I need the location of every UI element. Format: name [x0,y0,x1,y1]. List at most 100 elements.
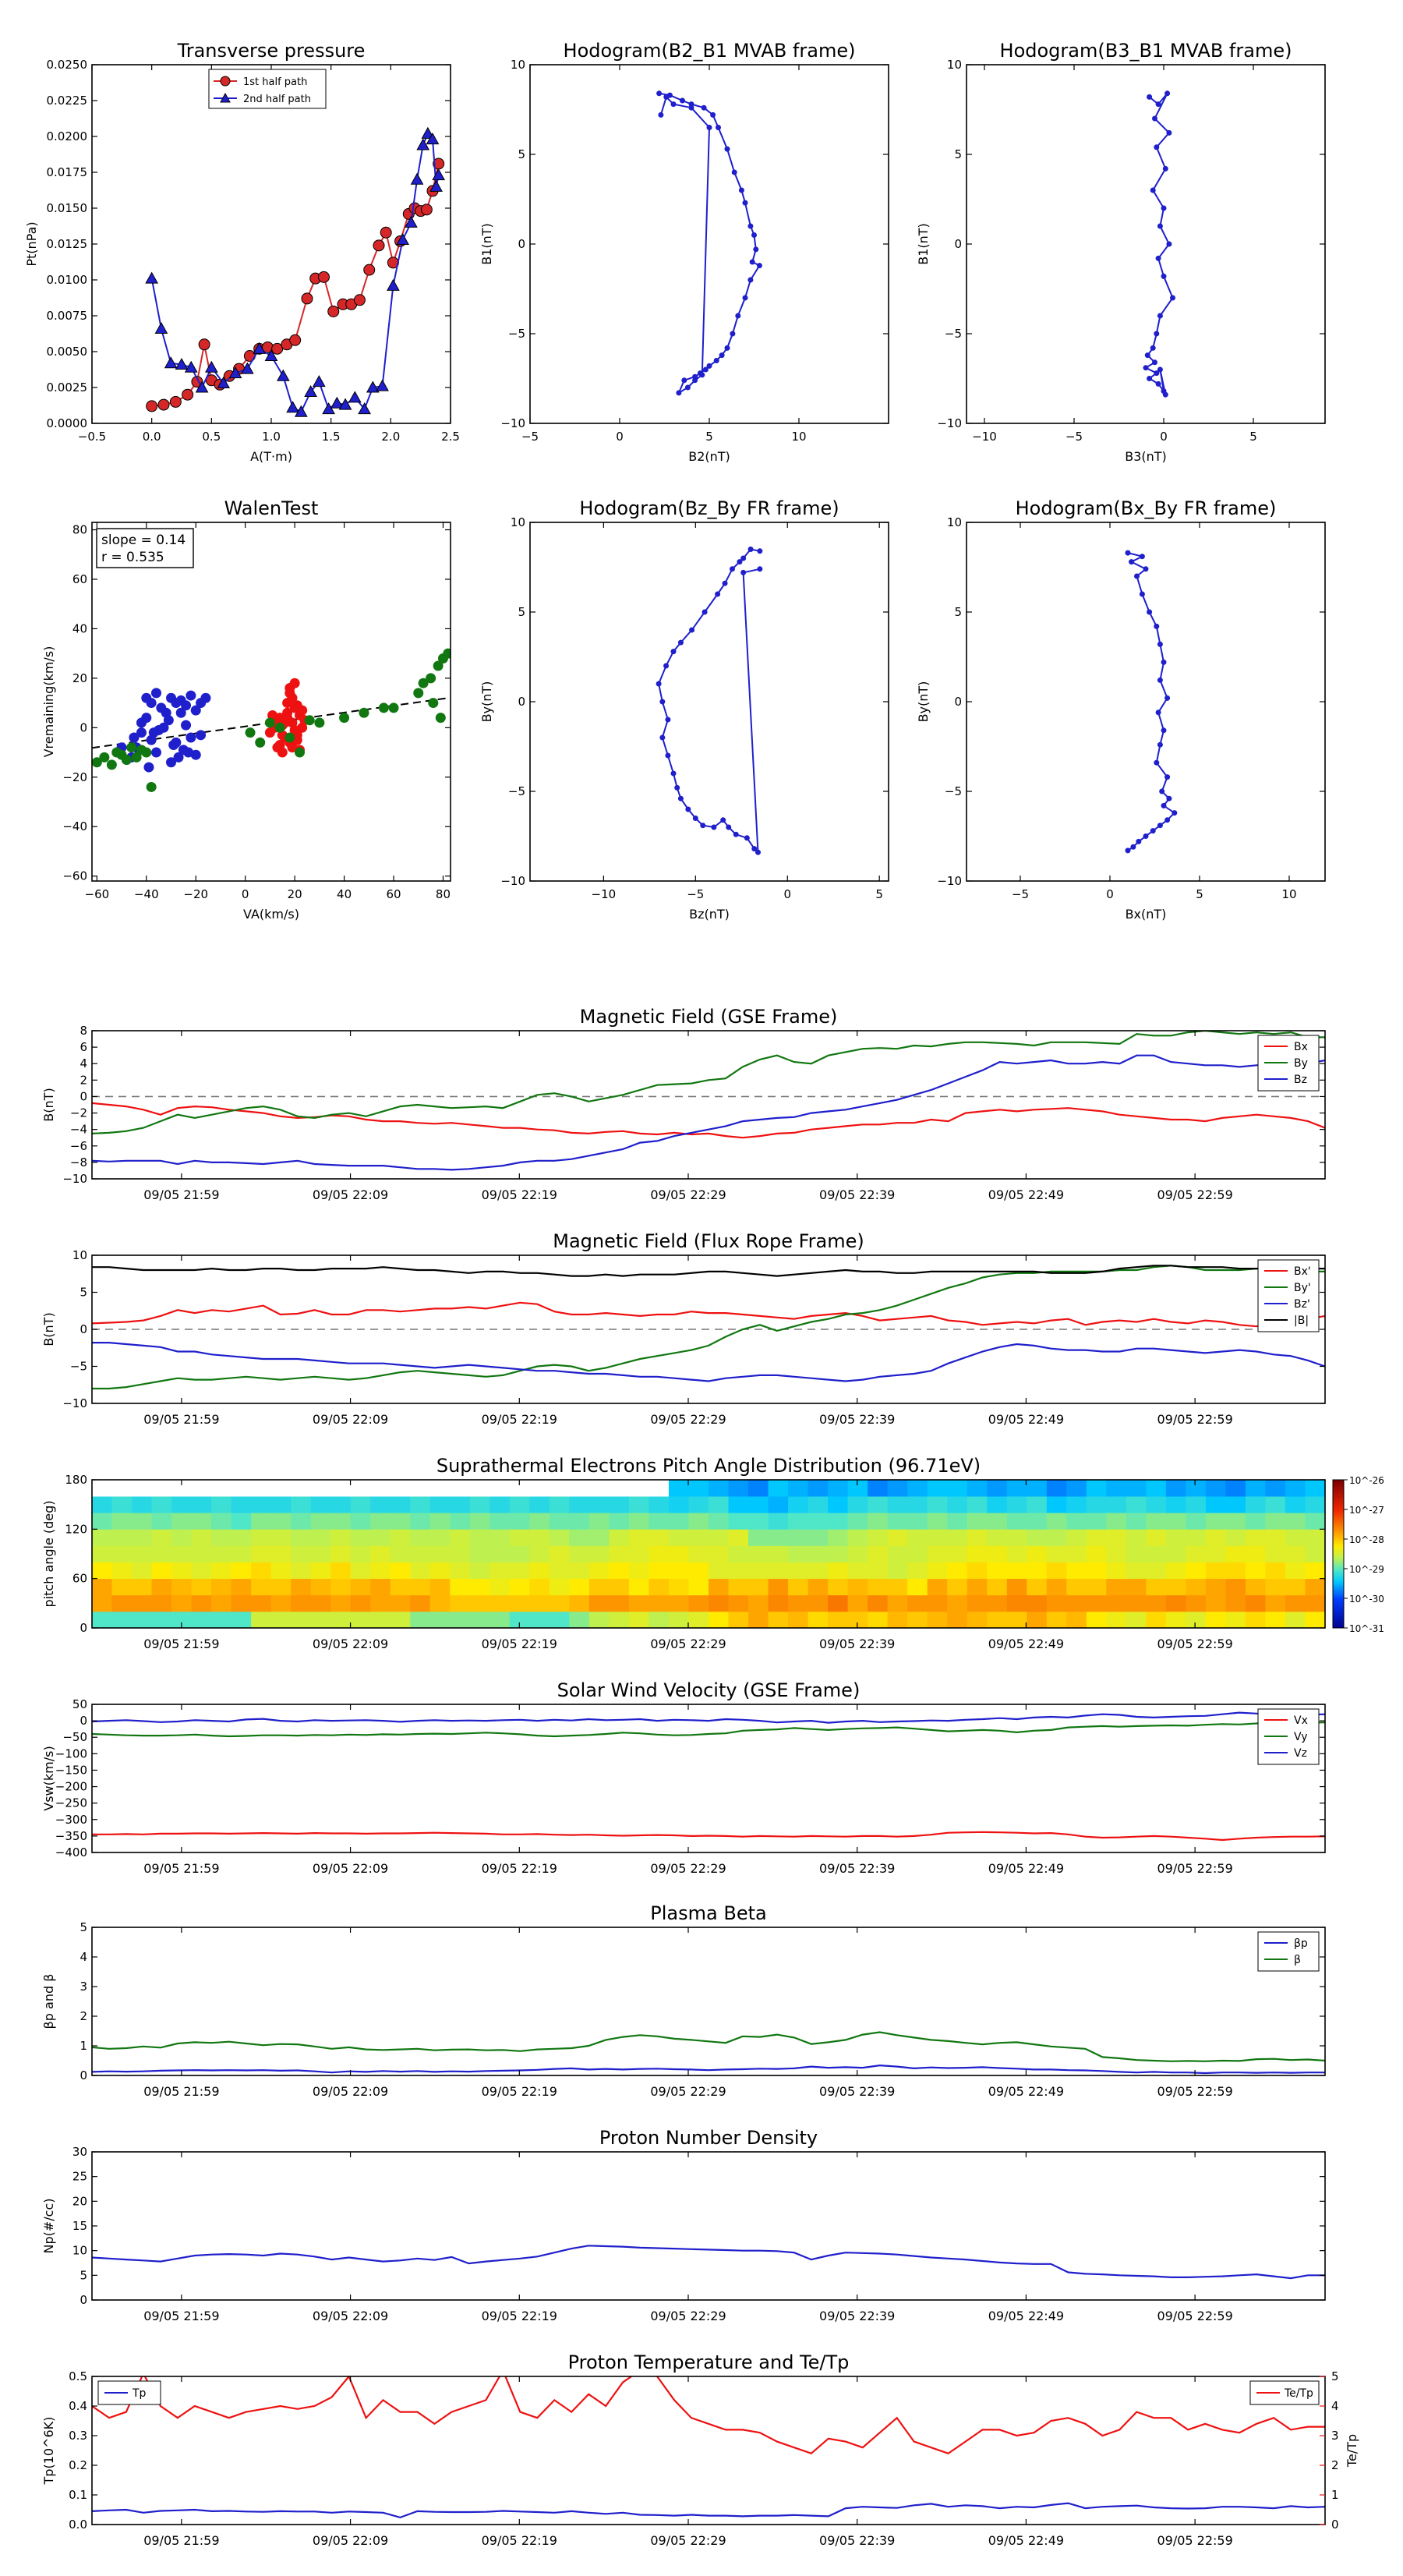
tp-xtick-label: 0.5 [202,430,221,444]
vsw-ytick-label: −50 [62,1730,87,1744]
pad-cell [429,1545,451,1562]
pad-cell [410,1594,431,1612]
tp-point [289,334,302,346]
pad-cell [748,1513,769,1530]
pad-cell [291,1496,312,1513]
tp-point [429,179,443,192]
pad-cell [728,1594,749,1612]
pad-colorbar-cell [1333,1551,1344,1555]
tp-point [146,400,158,412]
pad-cell [668,1513,690,1530]
vsw-time-tick-label: 09/05 22:49 [988,1861,1064,1876]
pad-cell [1265,1578,1286,1596]
walen-point [141,713,152,724]
pad-cell [350,1480,371,1497]
pad-cell [270,1611,292,1629]
pad-cell [648,1545,670,1562]
pad-cell [967,1611,988,1629]
hodo3-point [733,831,739,837]
np-ytick-label: 5 [80,2268,87,2282]
vsw-title: Solar Wind Velocity (GSE Frame) [557,1679,861,1701]
pad-cell [728,1611,749,1629]
hodo3-ylabel: By(nT) [479,681,494,723]
walen-point [388,702,399,713]
hodo3-point [677,639,684,646]
mag_gse-time-tick-label: 09/05 21:59 [143,1187,219,1202]
hodo2-point [1157,313,1163,319]
pad-cell [489,1480,511,1497]
hodo1-chart: Hodogram(B2_B1 MVAB frame)−5 0 5 10−10−5051… [479,40,889,464]
pad-cell [788,1578,809,1596]
pad-cell [1027,1496,1048,1513]
pad-cell [1046,1562,1067,1580]
hodo3-xlabel: Bz(nT) [689,907,730,922]
pad-cell [947,1545,968,1562]
pad-cell [370,1562,391,1580]
pad-cell [887,1529,908,1546]
pad-cell [509,1611,530,1629]
hodo3-point [665,717,671,723]
pad-cell [1027,1594,1048,1612]
walen-point [200,692,211,703]
pad-cell [808,1496,829,1513]
pad-cell [251,1562,272,1580]
pad-cell [709,1578,730,1596]
walen-ytick-label: −20 [62,770,87,784]
hodo1-point [742,295,748,301]
hodo1-xlabel: B2(nT) [688,449,730,464]
pad-cell [748,1529,769,1546]
np-time-tick-label: 09/05 22:09 [313,2309,388,2323]
vsw-legend-label: Vx [1294,1714,1308,1727]
pad-cell [748,1594,769,1612]
walen-point [146,698,157,709]
hodo1-point [706,363,712,369]
pad-cell [1006,1611,1027,1629]
pad-cell [489,1496,511,1513]
pad-cell [628,1594,650,1612]
vsw-chart: Solar Wind Velocity (GSE Frame) 09/05 21:… [41,1679,1326,1876]
pad-cell [1066,1562,1087,1580]
hodo2-point [1152,359,1157,366]
temp-ytick-label: 0.4 [69,2399,87,2413]
hodo4-axes-frame [966,522,1326,882]
pad-cell [1165,1611,1186,1629]
walen-point [287,742,298,753]
mag_fr-plot-area [92,1265,1325,1390]
pad-colorbar-cell [1333,1480,1344,1483]
pad-cell [211,1513,232,1530]
walen-point [284,732,295,743]
walen-chart: WalenTest −60 −40 −20 0 20 40 60 80 −60 −40 −20 0 20 4… [41,497,451,922]
hodo3-point [692,816,698,821]
pad-cell [171,1545,193,1562]
pad-cell [1046,1611,1067,1629]
walen-point [339,713,350,724]
pad-cell [1305,1545,1326,1562]
pad-cell [489,1578,511,1596]
temp-time-tick-label: 09/05 22:39 [819,2533,895,2548]
walen-annotation-box [96,528,194,568]
walen-annotation: r = 0.535 [101,550,164,565]
pad-cell [1186,1513,1207,1530]
pad-cell [588,1611,610,1629]
pad-cell [1285,1529,1306,1546]
mag_gse-ylabel: B(nT) [41,1088,56,1121]
pad-cell [529,1529,550,1546]
hodo1-point [749,259,755,265]
tp-ytick-label: 0.0250 [47,58,88,72]
hodo1-point [701,104,707,111]
hodo4-point [1166,795,1172,801]
mag_gse-time-tick-label: 09/05 22:09 [313,1187,388,1202]
pad-cell [709,1513,730,1530]
mag_fr-time-tick-label: 09/05 22:39 [819,1412,895,1427]
hodo4-point [1157,677,1163,683]
pad-cell [907,1513,928,1530]
pad-cell [628,1496,650,1513]
walen-ytick-label: −40 [62,819,87,833]
pad-cell [151,1578,172,1596]
pad-cell [92,1562,113,1580]
hodo1-point [738,187,744,193]
pad-cell [1066,1545,1087,1562]
hodo1-point [670,101,677,108]
pad-cell [588,1594,610,1612]
walen-point [284,688,295,699]
